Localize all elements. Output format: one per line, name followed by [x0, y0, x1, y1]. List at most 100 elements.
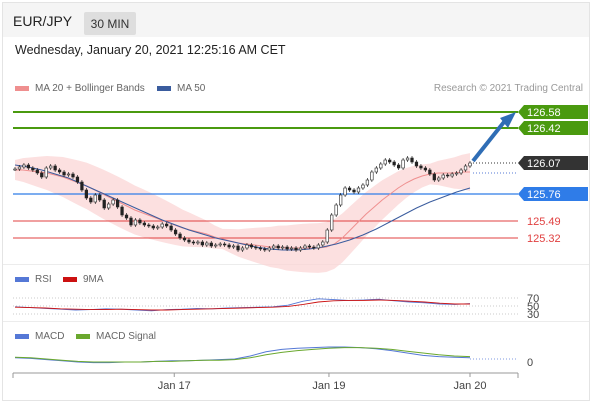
candle-body — [165, 223, 169, 227]
candle — [437, 176, 441, 182]
candle-body — [419, 165, 423, 169]
candle-body — [267, 247, 271, 251]
candle — [66, 172, 71, 177]
x-tick-label: Jan 17 — [158, 380, 191, 392]
candle — [383, 158, 387, 166]
candle-body — [200, 241, 204, 246]
candle-body — [361, 184, 365, 189]
candle — [446, 173, 450, 178]
instrument-title: EUR/JPY — [13, 13, 73, 29]
candle — [361, 183, 365, 190]
candle-body — [325, 229, 329, 243]
candle-body — [450, 173, 454, 177]
candle — [423, 166, 428, 172]
candle-body — [446, 174, 450, 177]
candle — [245, 243, 249, 250]
candle-body — [397, 164, 401, 169]
candle-body — [294, 247, 298, 251]
candle-body — [191, 241, 196, 244]
candle — [379, 162, 383, 170]
price-label-current: 126.07 — [527, 158, 561, 170]
price-label-pivot: 125.76 — [527, 189, 561, 201]
candle-body — [258, 247, 262, 250]
candle — [227, 243, 231, 249]
candle — [129, 216, 133, 227]
candle-body — [31, 167, 35, 171]
candle — [428, 168, 432, 176]
candle — [133, 218, 138, 227]
candle-body — [236, 245, 240, 251]
candle-body — [147, 224, 151, 227]
candle-body — [401, 159, 405, 169]
candle-body — [388, 159, 392, 163]
legend-ma50-swatch — [157, 86, 171, 91]
price-label-s1: 125.49 — [527, 216, 561, 228]
bollinger-band — [15, 153, 470, 273]
candle — [53, 164, 57, 172]
candle-body — [281, 246, 285, 249]
candle-body — [98, 194, 102, 201]
candle-body — [75, 176, 80, 183]
candle-body — [111, 199, 115, 205]
candle — [151, 224, 155, 230]
candle-body — [205, 242, 209, 246]
candle-body — [352, 189, 356, 193]
candle — [316, 243, 320, 250]
candle-body — [93, 194, 97, 203]
candle — [218, 242, 222, 247]
candle-body — [298, 247, 303, 251]
timeframe-button[interactable]: 30 MIN — [84, 12, 136, 35]
candle-body — [276, 245, 280, 249]
price-label-r1-bg — [518, 121, 588, 135]
candle — [107, 202, 111, 210]
candle — [57, 168, 62, 174]
candle-body — [49, 165, 53, 169]
candle — [294, 246, 298, 252]
candle-body — [62, 171, 66, 176]
candle — [223, 242, 227, 247]
candle-body — [356, 187, 361, 193]
candle — [321, 240, 325, 247]
candle — [17, 165, 22, 171]
candle-body — [463, 165, 468, 171]
candle-body — [370, 171, 374, 181]
candle — [339, 193, 343, 207]
candle-body — [142, 222, 146, 226]
candle — [231, 244, 236, 249]
candle-body — [272, 245, 276, 249]
candle — [196, 240, 200, 245]
candle-body — [432, 173, 436, 181]
candle-body — [107, 203, 111, 209]
candle-body — [22, 164, 26, 168]
candle-body — [249, 244, 254, 248]
candle-body — [410, 157, 414, 163]
macd-tick-0: 0 — [527, 357, 533, 369]
legend-macd: MACD — [15, 331, 64, 342]
candle — [102, 198, 106, 210]
candle — [98, 193, 102, 202]
candle-body — [330, 214, 334, 231]
candle-body — [160, 223, 164, 228]
candle-body — [240, 247, 245, 251]
candle-body — [227, 244, 231, 248]
candle — [343, 186, 347, 197]
candle-body — [13, 168, 17, 171]
rsi-tick-70: 70 — [527, 293, 539, 305]
candle — [49, 164, 53, 170]
candle — [419, 164, 423, 170]
candle — [147, 223, 151, 228]
candle — [249, 243, 254, 249]
candle-body — [151, 225, 155, 229]
ma50-line — [14, 164, 471, 251]
legend-rsi-label: RSI — [35, 274, 52, 285]
credit-text: Research © 2021 Trading Central — [433, 83, 583, 94]
candle-body — [459, 169, 463, 174]
candle — [156, 225, 160, 230]
candle-body — [334, 204, 338, 216]
candle-body — [285, 246, 289, 250]
legend-ma20-label: MA 20 + Bollinger Bands — [35, 83, 145, 94]
price-label-r1: 126.42 — [527, 123, 561, 135]
legend-macd-signal: MACD Signal — [76, 331, 156, 342]
